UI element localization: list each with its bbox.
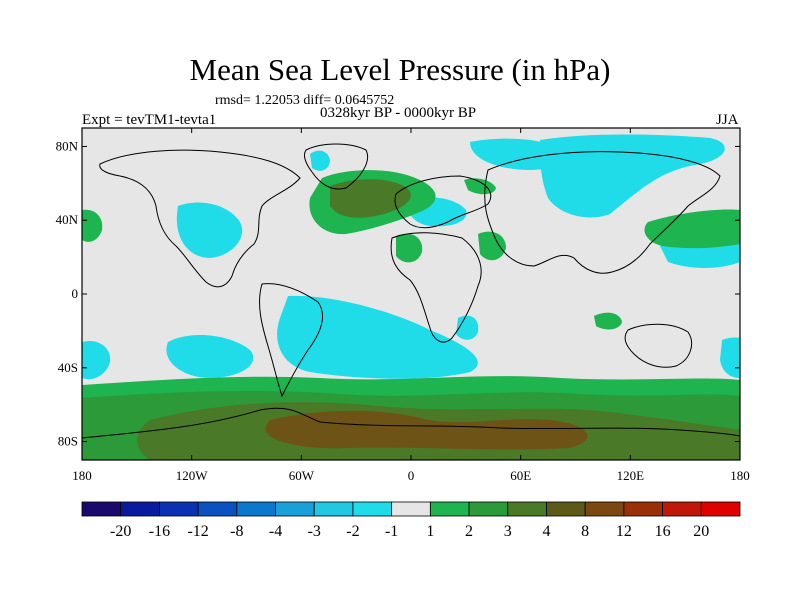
antarctic-pressure-peak [265,410,588,450]
colorbar-swatch [236,501,276,517]
north-america-coast [99,149,301,288]
colorbar-swatch [584,501,625,517]
colorbar-label: -20 [110,523,131,540]
coastlines [82,143,740,439]
colorbar-swatch [120,501,160,517]
africa-coast [390,232,482,343]
colorbar-swatch [700,501,741,517]
colorbar-label: 1 [426,523,434,540]
colorbar-label: 2 [465,523,473,540]
colorbar-label: 8 [581,523,589,540]
colorbar-label: -16 [149,523,170,540]
mediterranean-high [396,233,423,263]
lat-label: 40N [56,212,79,227]
lon-label: 60E [510,468,531,483]
colorbar-label: -12 [187,523,208,540]
colorbar-swatch [352,501,393,517]
north-pacific-high [644,209,740,249]
arctic-high [464,178,496,195]
siberia-low [540,134,725,218]
experiment-label: Expt = tevTM1-tevta1 [82,112,217,128]
colorbar-label: 4 [542,523,550,540]
south-pacific-low [166,335,254,378]
lat-label: 80S [58,434,78,449]
colorbar-label: -3 [308,523,321,540]
map-panel [82,128,740,460]
lat-label: 0 [72,286,79,301]
colorbar-swatch [81,501,122,517]
colorbar-swatch [197,501,238,517]
colorbar-swatch [159,501,199,517]
lat-label: 40S [58,360,78,375]
lat-label: 80N [56,138,79,153]
colorbar-label: 3 [504,523,512,540]
asia-coast [484,151,721,274]
north-atlantic-low [176,202,243,258]
north-pacific-high-west [82,209,103,242]
colorbar-swatch [507,501,547,517]
colorbar-label: 20 [693,523,709,540]
colorbar-swatch [275,501,315,517]
stats-text: rmsd= 1.22053 diff= 0.0645752 [215,93,395,108]
period-text: 0328kyr BP - 0000kyr BP [320,105,477,121]
colorbar-swatch [313,501,354,517]
iceland-low [310,150,330,171]
north-atlantic-high-core [330,179,411,218]
colorbar-label: 12 [616,523,632,540]
southwest-pacific-low [82,340,111,380]
lon-label: 0 [408,468,415,483]
colorbar-swatch [391,501,431,517]
australia-coast [624,323,692,368]
antarctica-coast [82,407,740,439]
map-title: Mean Sea Level Pressure (in hPa) [189,52,611,87]
longitude-axis: 180 120W 60W 0 60E 120E 180 [72,128,750,483]
colorbar-label: -4 [269,523,282,540]
indian-ocean-high [594,312,622,330]
south-atlantic-low [277,295,478,379]
colorbar-swatch [546,501,586,517]
lon-label: 60W [289,468,315,483]
colorbar-swatch [623,501,663,517]
middle-east-high [478,231,506,261]
latitude-axis: 80N 40N 0 40S 80S [56,138,740,449]
lon-label: 180 [730,468,750,483]
colorbar-label: -2 [346,523,359,540]
lon-label: 120W [176,468,209,483]
season-label: JJA [716,112,739,128]
colorbar-swatch [662,501,702,517]
colorbar-swatch [429,501,470,517]
greenland-coast [303,143,368,190]
colorbar-label: -1 [385,523,398,540]
colorbar-label: -8 [230,523,243,540]
lon-label: 120E [617,468,645,483]
colorbar: -20 -16 -12 -8 -4 -3 -2 -1 1 2 3 4 8 12 16 20 [81,501,741,540]
colorbar-label: 16 [655,523,671,540]
indian-ocean-low [456,315,479,340]
lon-label: 180 [72,468,92,483]
europe-coast [394,175,492,229]
south-america-coast [259,283,323,398]
colorbar-swatch [468,501,509,517]
